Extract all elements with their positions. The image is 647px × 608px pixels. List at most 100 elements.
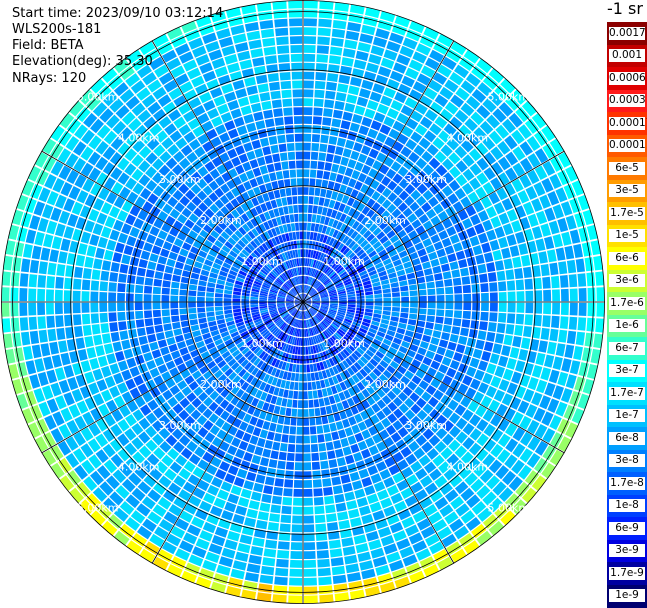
range-gate-cell [401, 308, 409, 313]
range-gate-cell [336, 503, 347, 512]
range-gate-cell [326, 154, 334, 163]
range-gate-cell [280, 72, 291, 81]
range-gate-cell [310, 170, 317, 178]
range-gate-cell [321, 126, 330, 135]
range-gate-cell [337, 511, 348, 520]
range-gate-cell [318, 19, 332, 28]
range-gate-cell [331, 431, 339, 440]
range-gate-cell [356, 543, 369, 553]
range-gate-cell [567, 331, 576, 344]
range-gate-cell [162, 309, 170, 316]
range-gate-cell [253, 168, 262, 177]
range-gate-cell [345, 455, 355, 465]
range-gate-cell [237, 543, 250, 553]
range-gate-cell [162, 288, 170, 295]
colorbar-tick-label: 1.7e-8 [609, 477, 645, 490]
range-gate-cell [251, 103, 262, 113]
range-gate-cell [374, 290, 382, 295]
range-gate-cell [436, 347, 446, 356]
range-gate-cell [312, 471, 321, 479]
range-gate-cell [315, 72, 326, 81]
range-gate-cell [293, 89, 303, 97]
range-gate-cell [29, 274, 38, 287]
range-gate-cell [542, 315, 551, 327]
range-gate-cell [251, 492, 262, 502]
range-gate-cell [490, 353, 500, 364]
range-gate-cell [453, 318, 462, 326]
range-gate-cell [106, 353, 116, 364]
range-gate-cell [507, 280, 515, 290]
range-gate-cell [293, 98, 302, 106]
range-gate-cell [576, 259, 585, 273]
range-gate-cell [26, 360, 37, 374]
field-label: Field: BETA [12, 38, 83, 54]
range-gate-cell [126, 303, 134, 311]
range-gate-cell [274, 190, 281, 199]
range-gate-cell [376, 461, 387, 472]
range-gate-cell [479, 321, 488, 330]
range-gate-cell [250, 299, 258, 302]
range-gate-cell [221, 112, 233, 123]
range-gate-cell [120, 330, 129, 340]
range-gate-cell [331, 38, 344, 47]
range-gate-cell [470, 358, 480, 369]
range-gate-cell [290, 170, 297, 178]
range-gate-cell [304, 98, 313, 106]
range-gate-cell [291, 54, 302, 62]
range-gate-cell [450, 334, 459, 343]
range-gate-cell [98, 356, 108, 367]
range-gate-cell [274, 577, 288, 586]
range-gate-cell [525, 291, 533, 302]
range-gate-cell [408, 319, 417, 325]
range-gate-cell [510, 245, 520, 257]
range-gate-cell [260, 457, 269, 466]
range-gate-cell [339, 302, 347, 304]
range-gate-cell [270, 505, 281, 514]
range-gate-cell [486, 230, 496, 241]
colorbar-tick-label: 3e-6 [609, 274, 645, 287]
range-gate-cell [317, 390, 323, 398]
range-gate-cell [521, 255, 531, 267]
range-gate-cell [442, 357, 452, 367]
range-gate-cell [311, 373, 316, 381]
range-gate-cell [436, 249, 446, 258]
range-gate-cell [470, 236, 480, 247]
range-gate-cell [493, 343, 503, 354]
range-gate-cell [224, 539, 237, 550]
range-gate-cell [260, 429, 268, 438]
range-gate-cell [498, 313, 506, 323]
range-gate-cell [108, 292, 116, 301]
range-gate-cell [14, 347, 24, 362]
range-gate-cell [430, 337, 439, 345]
range-gate-cell [240, 60, 253, 70]
range-gate-cell [358, 154, 368, 164]
range-gate-cell [324, 496, 334, 505]
colorbar-tick-label: 0.0003 [609, 94, 645, 107]
range-gate-cell [371, 45, 385, 56]
range-gate-cell [424, 328, 433, 336]
range-gate-cell [270, 145, 278, 154]
range-gate-cell [525, 314, 534, 325]
range-gate-cell [532, 226, 543, 239]
range-gate-cell [578, 317, 587, 331]
range-gate-cell [224, 298, 232, 302]
range-gate-cell [585, 333, 594, 347]
range-gate-cell [233, 514, 245, 524]
range-gate-cell [12, 333, 21, 347]
range-gate-cell [338, 165, 346, 174]
range-gate-cell [294, 471, 302, 479]
range-gate-cell [235, 88, 247, 98]
range-gate-cell [517, 291, 525, 301]
range-gate-cell [227, 531, 240, 542]
range-gate-cell [304, 81, 314, 89]
range-gate-cell [117, 303, 125, 312]
range-gate-cell [83, 325, 92, 336]
range-gate-cell [460, 328, 469, 337]
range-gate-cell [109, 272, 118, 282]
range-gate-cell [272, 154, 280, 163]
range-gate-cell [348, 159, 357, 169]
range-gate-cell [495, 226, 506, 238]
range-gate-cell [316, 417, 323, 425]
range-gate-cell [525, 303, 533, 314]
range-gate-cell [261, 566, 274, 575]
